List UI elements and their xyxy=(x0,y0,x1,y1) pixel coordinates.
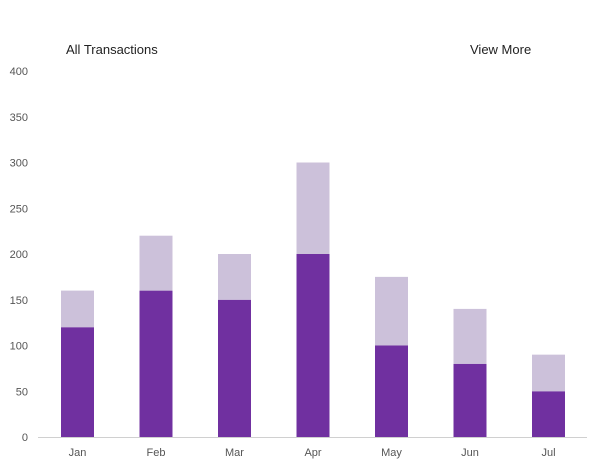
bar-apr-segment-1[interactable] xyxy=(296,254,330,437)
x-tick-label: Jun xyxy=(461,447,479,459)
bar-feb-segment-1[interactable] xyxy=(139,290,173,437)
y-tick-label: 50 xyxy=(16,386,28,398)
x-tick-label: Jan xyxy=(69,447,87,459)
bar-may-segment-2[interactable] xyxy=(375,276,408,346)
y-tick-label: 400 xyxy=(10,66,28,78)
bar-apr-segment-2[interactable] xyxy=(296,162,330,255)
x-tick-label: May xyxy=(381,447,402,459)
y-tick-label: 350 xyxy=(10,112,28,124)
y-tick-label: 150 xyxy=(10,295,28,307)
bar-jun-segment-2[interactable] xyxy=(453,308,487,364)
x-tick-label: Jul xyxy=(541,447,555,459)
y-tick-label: 0 xyxy=(22,432,28,444)
y-tick-label: 200 xyxy=(10,249,28,261)
bar-mar-segment-1[interactable] xyxy=(218,299,251,437)
x-tick-label: Apr xyxy=(304,447,321,459)
bar-may-segment-1[interactable] xyxy=(375,345,408,438)
view-more-link[interactable]: View More xyxy=(470,42,532,57)
y-tick-label: 250 xyxy=(10,203,28,215)
bar-jan-segment-2[interactable] xyxy=(61,290,94,328)
x-tick-label: Mar xyxy=(225,447,244,459)
chart-title: All Transactions xyxy=(66,42,158,57)
bar-mar-segment-2[interactable] xyxy=(218,254,251,300)
bar-jul-segment-2[interactable] xyxy=(532,354,565,392)
bar-jul-segment-1[interactable] xyxy=(532,391,565,437)
bar-jun-segment-1[interactable] xyxy=(453,363,487,437)
y-tick-label: 300 xyxy=(10,158,28,170)
y-tick-label: 100 xyxy=(10,341,28,353)
x-tick-label: Feb xyxy=(147,447,166,459)
bar-feb-segment-2[interactable] xyxy=(139,235,173,291)
bar-jan-segment-1[interactable] xyxy=(61,327,94,437)
